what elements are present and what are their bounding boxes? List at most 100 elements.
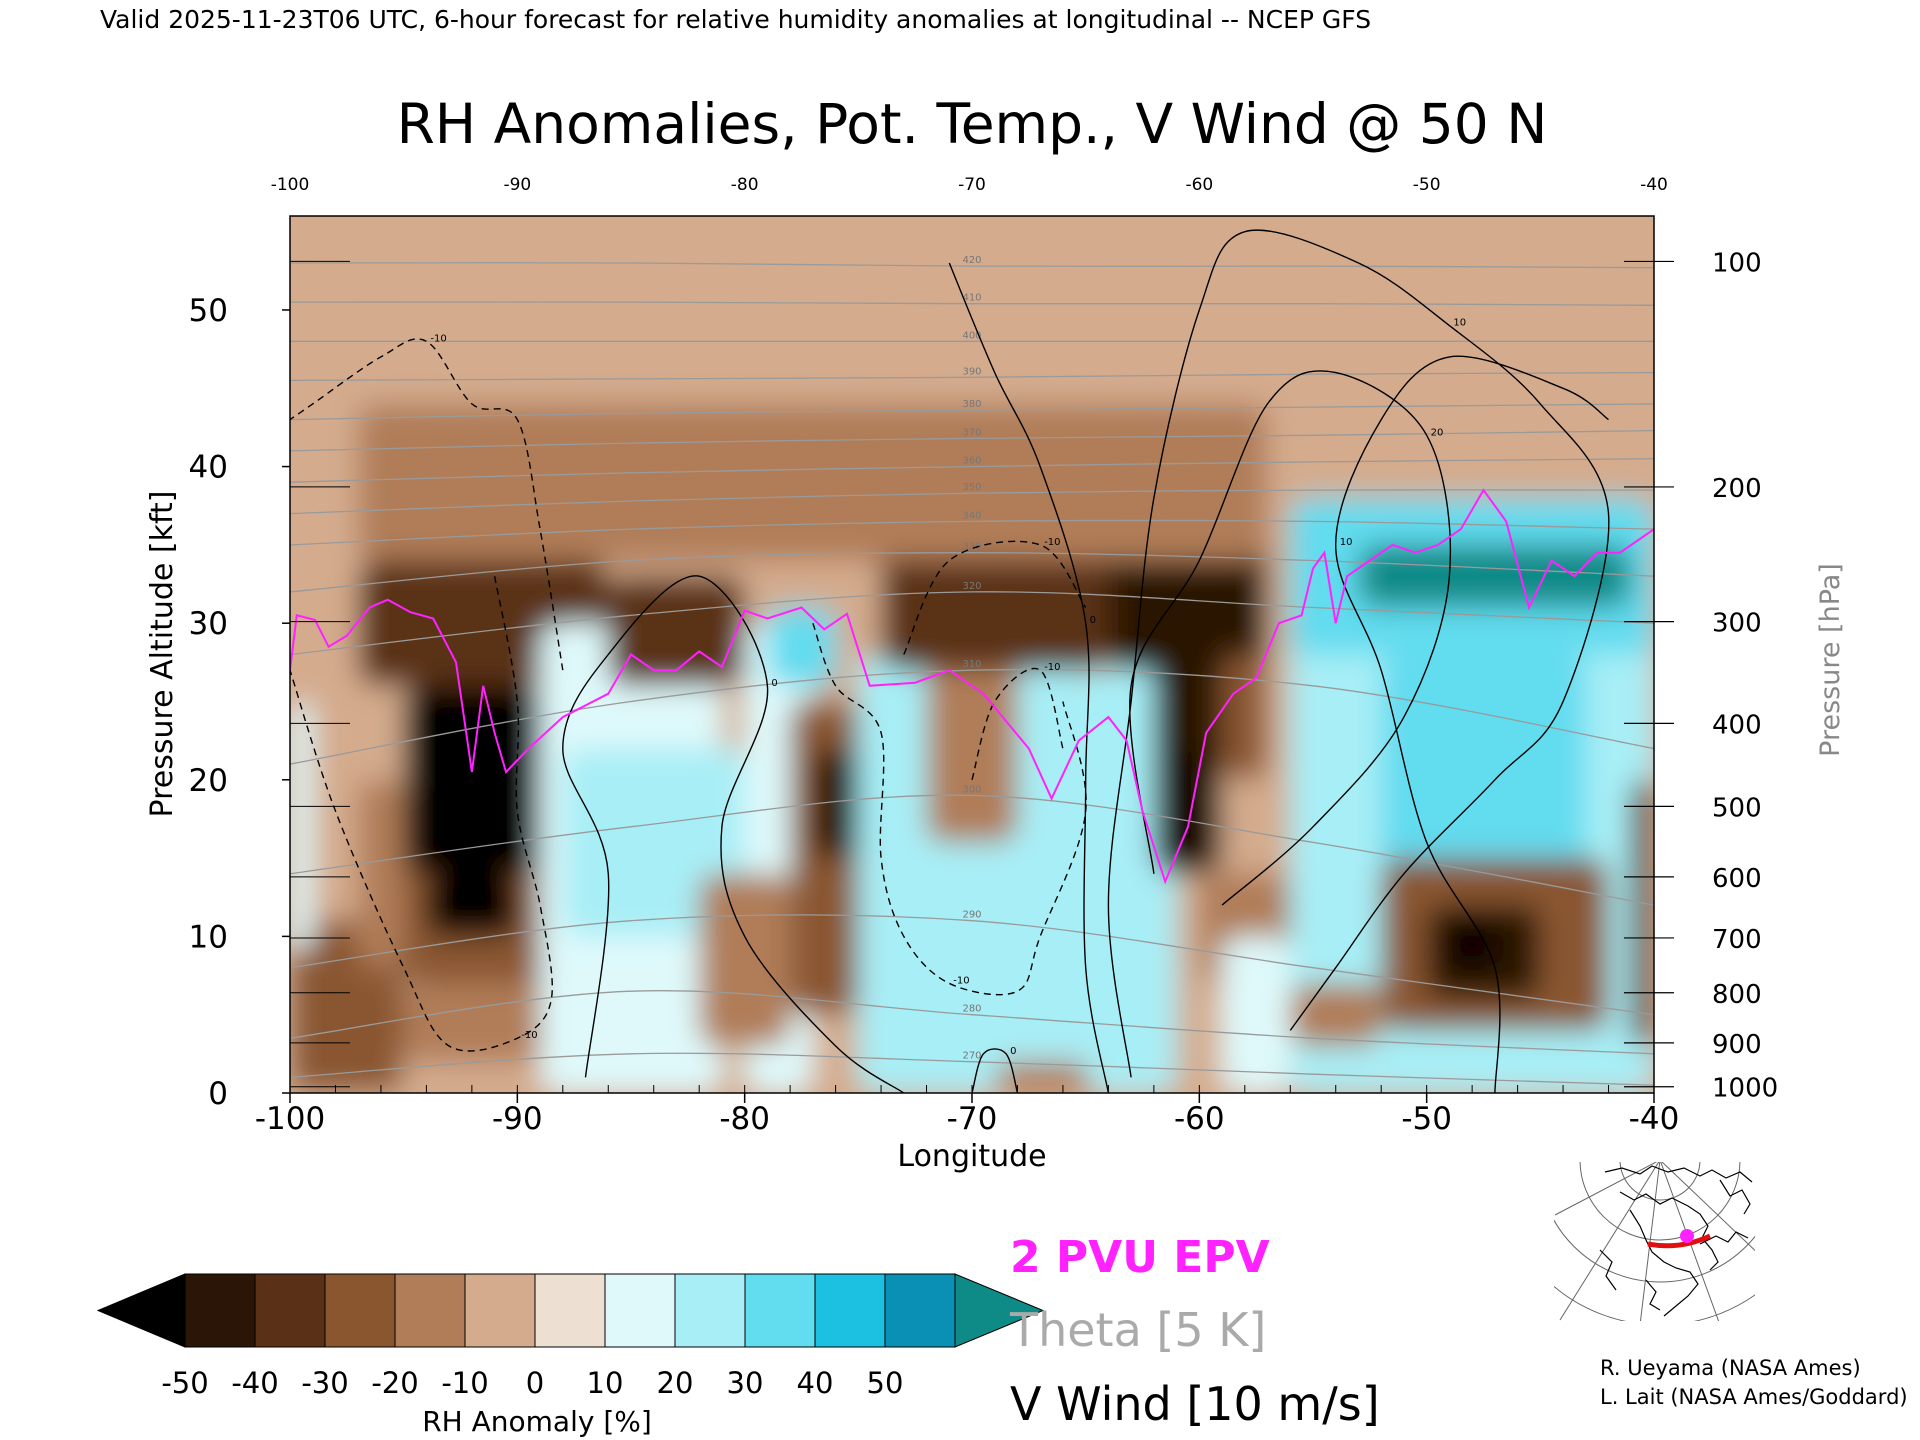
vwind-contour bbox=[562, 575, 905, 1093]
rh-cell bbox=[881, 529, 1109, 671]
colorbar: -50 -40 -30 -20 -10 0 10 20 30 40 50 bbox=[96, 1273, 1045, 1400]
vwind-contour-label: 20 bbox=[1431, 427, 1444, 438]
pressure-tick-label: 700 bbox=[1712, 925, 1762, 955]
inset-location-map bbox=[1554, 1162, 1755, 1321]
colorbar-swatch bbox=[814, 1273, 886, 1348]
vwind-contour-label: 10 bbox=[1340, 537, 1353, 548]
map-coastline bbox=[1599, 1165, 1753, 1317]
map-meridian bbox=[1554, 1162, 1658, 1216]
vwind-contour bbox=[971, 667, 1064, 780]
rh-cell bbox=[790, 701, 859, 1015]
pressure-tick-label: 400 bbox=[1712, 710, 1762, 740]
theta-contour-label: 400 bbox=[962, 330, 981, 341]
rh-cell bbox=[1449, 920, 1495, 968]
top-longitude-axis: -100 -90 -80 -70 -60 -50 -40 bbox=[271, 175, 1668, 195]
colorbar-tick-label: 20 bbox=[657, 1366, 694, 1400]
rh-cell bbox=[1290, 983, 1382, 1047]
pressure-tick-label: 800 bbox=[1712, 980, 1762, 1010]
vwind-contour bbox=[1129, 370, 1452, 906]
pressure-tick-label: 1000 bbox=[1712, 1074, 1778, 1104]
theta-contour-label: 360 bbox=[962, 456, 981, 467]
theta-contours: 270 280 290 300 310 320 330 340 350 360 370 380 390 4… bbox=[290, 255, 1654, 1086]
vwind-contours: -10 -10 -10 -10 -10 0 0 0 10 10 20 bbox=[290, 229, 1610, 1093]
pressure-tick-label: 300 bbox=[1712, 609, 1762, 639]
x-tick-label: -80 bbox=[719, 1101, 770, 1137]
map-meridian bbox=[1559, 1162, 1660, 1321]
map-meridian bbox=[1661, 1162, 1755, 1252]
vwind-contour bbox=[290, 576, 553, 1052]
plot-area: 270 280 290 300 310 320 330 340 350 360 370 380 390 4… bbox=[289, 215, 1674, 1094]
colorbar-swatch bbox=[534, 1273, 606, 1348]
colorbar-tick-label: 0 bbox=[526, 1366, 544, 1400]
rh-anomaly-field bbox=[290, 216, 1654, 1093]
colorbar-tick-label: -50 bbox=[161, 1366, 208, 1400]
colorbar-swatch bbox=[674, 1273, 746, 1348]
theta-contour-label: 330 bbox=[962, 542, 981, 553]
theta-contour-label: 320 bbox=[962, 581, 981, 592]
theta-contour bbox=[290, 794, 1654, 906]
theta-contour-label: 300 bbox=[962, 784, 981, 795]
rh-cell bbox=[403, 685, 541, 874]
theta-contour bbox=[290, 1052, 1654, 1086]
theta-contour bbox=[290, 301, 1654, 306]
theta-contour bbox=[290, 403, 1654, 421]
vwind-contour bbox=[948, 262, 1110, 1093]
y-tick-label: 10 bbox=[189, 919, 228, 955]
theta-contour bbox=[290, 914, 1654, 1016]
x-tick-label: -90 bbox=[492, 1101, 543, 1137]
vwind-contour-label: -10 bbox=[521, 1030, 537, 1041]
rh-cell bbox=[1176, 748, 1200, 859]
rh-cell bbox=[1222, 654, 1268, 780]
pressure-level-ticks bbox=[290, 260, 1674, 1088]
rh-cell bbox=[858, 654, 1086, 1093]
theta-contour bbox=[290, 990, 1654, 1055]
vwind-contour bbox=[290, 338, 564, 671]
rh-cell bbox=[767, 607, 836, 686]
colorbar-swatch bbox=[254, 1273, 326, 1348]
colorbar-tick-label: -40 bbox=[231, 1366, 278, 1400]
legend: 2 PVU EPV Theta [5 K] V Wind [10 m/s] bbox=[1009, 1232, 1380, 1431]
theta-contour bbox=[290, 591, 1654, 656]
rh-cell bbox=[1381, 654, 1586, 874]
pressure-axis: 100 200 300 400 500 600 700 800 900 1000 bbox=[1712, 248, 1778, 1103]
rh-cell bbox=[1222, 936, 1291, 1093]
top-tick-label: -50 bbox=[1413, 175, 1441, 195]
colorbar-swatch bbox=[394, 1273, 466, 1348]
y-axis: 0 10 20 30 40 50 bbox=[189, 293, 290, 1112]
y-tick-label: 50 bbox=[189, 293, 228, 329]
theta-contour bbox=[290, 668, 1654, 765]
vwind-contour bbox=[1107, 229, 1610, 1078]
pressure-tick-label: 600 bbox=[1712, 864, 1762, 894]
rh-cell bbox=[926, 654, 1018, 843]
colorbar-under-arrow bbox=[96, 1273, 186, 1348]
colorbar-tick-label: -10 bbox=[441, 1366, 488, 1400]
legend-epv: 2 PVU EPV bbox=[1010, 1232, 1270, 1283]
colorbar-swatch bbox=[884, 1273, 956, 1348]
vwind-contour-label: 0 bbox=[1090, 615, 1096, 626]
theta-contour bbox=[290, 429, 1654, 452]
rh-cell bbox=[1358, 544, 1632, 608]
pressure-tick-label: 200 bbox=[1712, 474, 1762, 504]
x-tick-label: -60 bbox=[1174, 1101, 1225, 1137]
vwind-contour bbox=[971, 1048, 1019, 1093]
colorbar-over-arrow bbox=[954, 1273, 1045, 1348]
y-tick-label: 40 bbox=[189, 450, 228, 486]
valid-time-header: Valid 2025-11-23T06 UTC, 6-hour forecast… bbox=[100, 5, 1371, 34]
y-axis-label: Pressure Altitude [kft] bbox=[145, 491, 180, 818]
vwind-contour-label: 0 bbox=[1010, 1046, 1016, 1057]
colorbar-swatch bbox=[324, 1273, 396, 1348]
vwind-contour-label: 10 bbox=[1453, 318, 1466, 329]
rh-cell bbox=[1631, 779, 1654, 1047]
pressure-tick-label: 500 bbox=[1712, 793, 1762, 823]
top-tick-label: -80 bbox=[731, 175, 759, 195]
rh-cell bbox=[358, 403, 1268, 561]
credit-line-2: L. Lait (NASA Ames/Goddard) bbox=[1600, 1385, 1908, 1409]
map-latitude-circle bbox=[1619, 1162, 1701, 1201]
theta-contour bbox=[290, 489, 1654, 515]
map-latitude-circle bbox=[1579, 1162, 1741, 1241]
rh-cell bbox=[812, 748, 859, 859]
top-tick-label: -60 bbox=[1185, 175, 1213, 195]
theta-contour bbox=[290, 519, 1654, 546]
top-tick-label: -40 bbox=[1640, 175, 1668, 195]
